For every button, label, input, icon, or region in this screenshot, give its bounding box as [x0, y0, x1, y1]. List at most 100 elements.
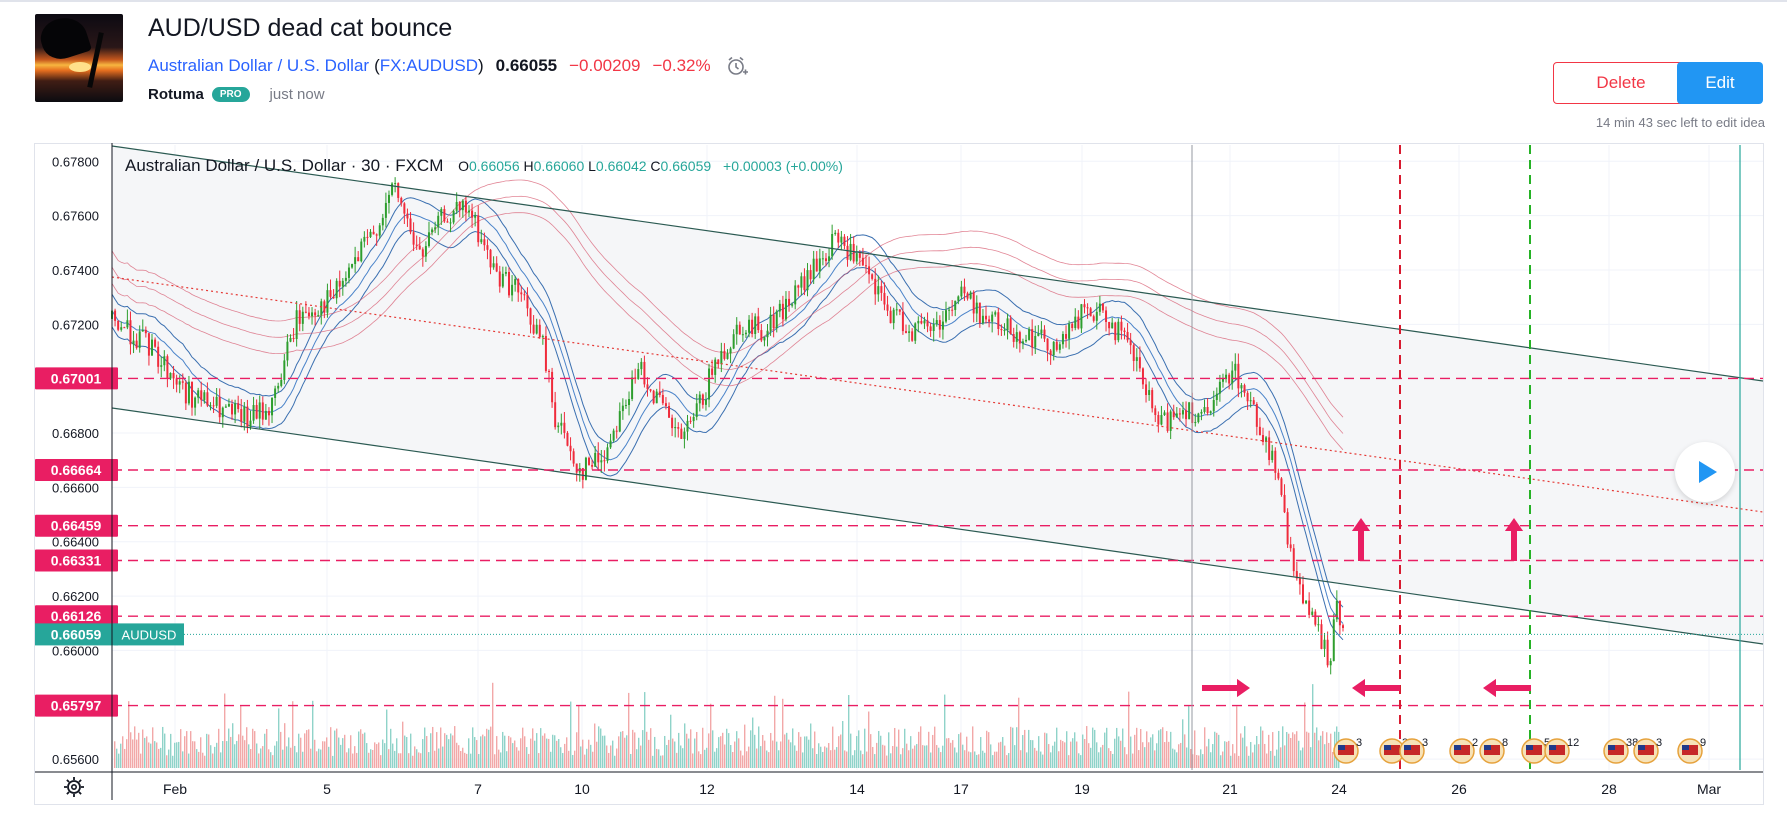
- volume-bar: [402, 721, 404, 768]
- volume-bar: [872, 746, 874, 768]
- volume-bar: [346, 752, 348, 768]
- candle-body: [886, 304, 889, 311]
- candle-body: [1058, 344, 1061, 350]
- candle-body: [932, 324, 935, 332]
- volume-bar: [850, 733, 852, 768]
- candle-body: [624, 405, 627, 407]
- legend-ohlc: O0.66056 H0.66060 L0.66042 C0.66059: [458, 158, 715, 174]
- volume-bar: [606, 745, 608, 768]
- candle-body: [1237, 363, 1240, 389]
- idea-thumbnail[interactable]: [35, 14, 123, 102]
- volume-bar: [160, 747, 162, 768]
- volume-bar: [558, 739, 560, 768]
- volume-bar: [344, 734, 346, 768]
- volume-bar: [1154, 750, 1156, 768]
- volume-bar: [390, 728, 392, 768]
- volume-bar: [932, 734, 934, 768]
- candle-body: [1135, 357, 1138, 361]
- volume-bar: [406, 736, 408, 768]
- y-tick-label: 0.65600: [52, 752, 99, 767]
- volume-bar: [148, 742, 150, 768]
- volume-bar: [1270, 750, 1272, 768]
- volume-bar: [1236, 706, 1238, 768]
- delete-button[interactable]: Delete: [1553, 62, 1689, 104]
- volume-bar: [1040, 751, 1042, 768]
- candle-body: [581, 468, 584, 480]
- volume-bar: [768, 752, 770, 768]
- alarm-clock-icon[interactable]: [725, 54, 749, 78]
- moving-average-line: [111, 197, 1344, 608]
- candle-body: [815, 258, 818, 272]
- candle-body: [588, 457, 591, 465]
- candle-body: [277, 385, 280, 389]
- volume-bar: [352, 753, 354, 768]
- volume-bar: [1086, 726, 1088, 768]
- volume-bar: [1184, 734, 1186, 768]
- volume-bar: [232, 723, 234, 768]
- volume-bar: [1068, 755, 1070, 768]
- candle-body: [775, 311, 778, 329]
- volume-bar: [912, 748, 914, 768]
- volume-bar: [1170, 731, 1172, 768]
- y-tick-label: 0.67600: [52, 209, 99, 224]
- candle-body: [544, 336, 547, 371]
- candle-body: [517, 279, 520, 293]
- volume-bar: [860, 750, 862, 768]
- settings-gear-icon[interactable]: [62, 775, 86, 799]
- candle-body: [868, 266, 871, 275]
- author-name[interactable]: Rotuma: [148, 86, 204, 103]
- candle-body: [680, 428, 683, 439]
- volume-bar: [252, 728, 254, 768]
- volume-bar: [1072, 738, 1074, 768]
- y-axis: 0.67800 0.67600 0.67400 0.67200 0.66800 0.666…: [52, 143, 113, 800]
- legend-open: 0.66056: [469, 158, 520, 174]
- symbol-paren-open: (: [374, 56, 380, 75]
- volume-bar: [130, 732, 132, 768]
- candle-body: [1178, 413, 1181, 415]
- volume-bar: [750, 730, 752, 768]
- level-tag-label: 0.66459: [51, 518, 102, 534]
- symbol-code-link[interactable]: FX:AUDUSD: [379, 56, 478, 75]
- candle-body: [541, 336, 544, 338]
- candle-body: [160, 365, 163, 367]
- volume-bar: [1322, 731, 1324, 768]
- candle-body: [187, 381, 190, 404]
- candle-body: [1292, 548, 1295, 572]
- volume-bar: [372, 749, 374, 768]
- volume-bar: [618, 736, 620, 768]
- x-tick-label: 17: [953, 781, 969, 797]
- candle-body: [809, 270, 812, 280]
- candle-body: [1138, 357, 1141, 369]
- play-replay-button[interactable]: [1675, 442, 1735, 502]
- volume-bar: [1198, 755, 1200, 768]
- candle-body: [298, 310, 301, 324]
- candle-body: [126, 320, 129, 328]
- candle-body: [646, 384, 649, 390]
- y-tick-label: 0.67200: [52, 317, 99, 332]
- symbol-name-link[interactable]: Australian Dollar / U.S. Dollar: [148, 56, 370, 75]
- flag-stripes: [1484, 745, 1500, 755]
- edit-button[interactable]: Edit: [1677, 62, 1763, 104]
- volume-bar: [1298, 740, 1300, 768]
- candle-body: [271, 397, 274, 416]
- volume-bar: [1234, 753, 1236, 768]
- flag-canton: [1484, 745, 1491, 750]
- candle-body: [760, 330, 763, 341]
- candle-body: [591, 464, 594, 467]
- arrow-head: [1237, 678, 1250, 698]
- candle-body: [1065, 334, 1068, 339]
- candle-body: [1105, 310, 1108, 323]
- volume-bar: [990, 744, 992, 768]
- volume-bar: [662, 755, 664, 768]
- candle-body: [784, 298, 787, 320]
- volume-bar: [1140, 729, 1142, 768]
- volume-bar: [728, 733, 730, 768]
- candle-body: [560, 422, 563, 426]
- volume-bar: [1052, 745, 1054, 768]
- candle-body: [1141, 368, 1144, 385]
- volume-bar: [1020, 750, 1022, 768]
- volume-bar: [348, 748, 350, 768]
- level-tag-label: 0.66126: [51, 608, 102, 624]
- volume-bar: [1288, 733, 1290, 768]
